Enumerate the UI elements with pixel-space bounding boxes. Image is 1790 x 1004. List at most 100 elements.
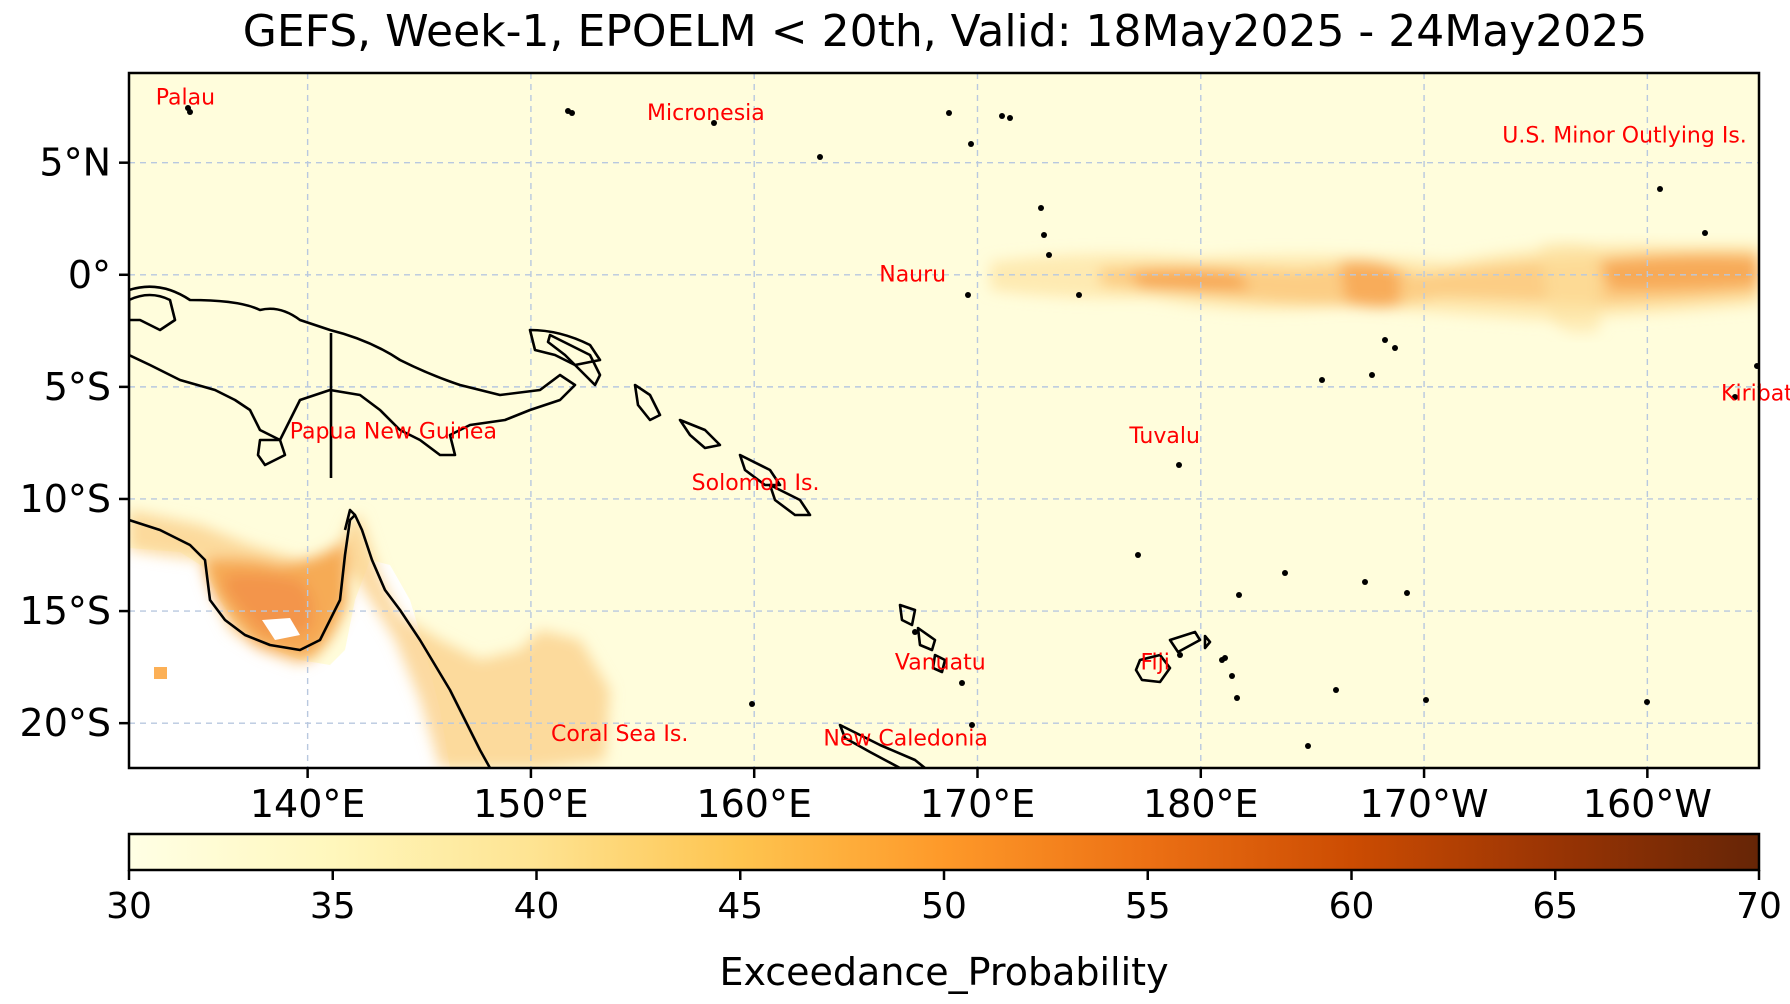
island-dot-12 xyxy=(1046,252,1052,258)
island-dot-15 xyxy=(1382,337,1388,343)
island-dot-33 xyxy=(1702,230,1708,236)
gridlines xyxy=(129,73,1759,768)
island-dot-38 xyxy=(749,701,755,707)
map-frame xyxy=(127,71,1761,770)
equatorial-band xyxy=(990,242,1759,334)
vanuatu-2 xyxy=(916,626,937,652)
island-dot-18 xyxy=(1369,372,1375,378)
new-britain xyxy=(528,328,602,367)
latitude-ticks: 5°N 0° 5°S 10°S 15°S 20°S xyxy=(20,141,129,745)
island-dot-5 xyxy=(817,154,823,160)
island-dot-17 xyxy=(1319,377,1325,383)
cb-tick-label-8: 70 xyxy=(1736,886,1782,927)
island-dot-36 xyxy=(912,629,918,635)
island-dot-8 xyxy=(1007,115,1013,121)
island-dot-11 xyxy=(1041,232,1047,238)
fiji-taveuni xyxy=(1203,634,1212,650)
vanuatu-1 xyxy=(898,603,917,627)
island-dot-32 xyxy=(1657,186,1663,192)
map-title: GEFS, Week-1, EPOELM < 20th, Valid: 18Ma… xyxy=(243,6,1647,57)
island-dot-31 xyxy=(1644,699,1650,705)
lat-tick-label-5: 20°S xyxy=(20,701,111,745)
gulf-white-patch xyxy=(262,618,300,640)
longitude-ticks: 140°E 150°E 160°E 170°E 180°E 170°W 160°W xyxy=(250,768,1712,826)
place-label-6: Tuvalu xyxy=(1128,424,1200,449)
island-dot-35 xyxy=(1732,394,1738,400)
lat-tick-label-4: 15°S xyxy=(20,589,111,633)
lon-tick-label-6: 160°W xyxy=(1583,782,1712,826)
island-dot-30 xyxy=(1423,697,1429,703)
place-label-11: New Caledonia xyxy=(823,727,987,752)
new-ireland xyxy=(546,333,602,387)
lon-tick-label-4: 180°E xyxy=(1143,782,1259,826)
cb-tick-label-5: 55 xyxy=(1125,886,1171,927)
island-dot-20 xyxy=(1135,552,1141,558)
island-dot-6 xyxy=(946,110,952,116)
island-dot-27 xyxy=(1229,673,1235,679)
cape-york-west xyxy=(343,508,356,531)
place-label-8: Vanuatu xyxy=(895,650,986,675)
place-labels: Palau Micronesia U.S. Minor Outlying Is. Na… xyxy=(156,85,1790,751)
island-dot-21 xyxy=(1282,570,1288,576)
place-label-2: U.S. Minor Outlying Is. xyxy=(1502,124,1747,149)
island-dot-16 xyxy=(1392,345,1398,351)
island-dot-10 xyxy=(1038,205,1044,211)
lon-tick-label-0: 140°E xyxy=(250,782,366,826)
island-dot-22 xyxy=(1236,592,1242,598)
lat-tick-label-0: 5°N xyxy=(39,141,111,185)
lon-tick-label-1: 150°E xyxy=(473,782,589,826)
lat-tick-label-1: 0° xyxy=(68,253,111,297)
island-dot-28 xyxy=(1234,695,1240,701)
island-dot-23 xyxy=(1362,579,1368,585)
new-guinea-coast xyxy=(129,285,577,457)
vanuatu-3 xyxy=(931,653,947,674)
solomon-chain-1 xyxy=(678,418,722,450)
island-dot-24 xyxy=(1404,590,1410,596)
cb-tick-label-3: 45 xyxy=(717,886,763,927)
cb-tick-label-4: 50 xyxy=(921,886,967,927)
lon-tick-label-5: 170°W xyxy=(1360,782,1489,826)
place-label-7: Solomon Is. xyxy=(692,471,820,496)
fiji-vanua-levu xyxy=(1168,630,1202,654)
place-label-3: Nauru xyxy=(879,263,946,288)
lat-tick-label-3: 10°S xyxy=(20,477,111,521)
island-dot-39 xyxy=(969,722,975,728)
colorbar: 30 35 40 45 50 55 60 65 70 Exceedance_Probabilit… xyxy=(106,832,1782,994)
island-dot-19 xyxy=(1176,462,1182,468)
island-dot-37 xyxy=(959,680,965,686)
coastlines xyxy=(129,285,1212,768)
map-panel: Palau Micronesia U.S. Minor Outlying Is. Na… xyxy=(127,71,1790,770)
fiji-viti-levu xyxy=(1134,653,1172,684)
cb-tick-label-6: 60 xyxy=(1329,886,1375,927)
cb-tick-label-1: 35 xyxy=(310,886,356,927)
new-caledonia xyxy=(838,723,927,768)
island-dot-14 xyxy=(965,292,971,298)
island-dot-40 xyxy=(1305,743,1311,749)
isolated-cell xyxy=(154,667,167,679)
bird-head xyxy=(129,293,177,332)
island-dot-9 xyxy=(968,141,974,147)
cb-tick-label-0: 30 xyxy=(106,886,152,927)
island-dot-13 xyxy=(1076,292,1082,298)
place-label-10: Coral Sea Is. xyxy=(551,722,688,747)
australia-coast xyxy=(129,513,492,768)
solomon-chain-3 xyxy=(768,483,812,517)
island-dot-4 xyxy=(711,120,717,126)
island-dot-41 xyxy=(1222,655,1228,661)
probability-field xyxy=(129,242,1759,768)
lat-tick-label-2: 5°S xyxy=(44,365,111,409)
bougainville xyxy=(633,383,662,422)
colorbar-gradient xyxy=(127,832,1761,872)
colorbar-label: Exceedance_Probability xyxy=(719,950,1168,994)
lon-tick-label-2: 160°E xyxy=(696,782,812,826)
place-label-1: Micronesia xyxy=(647,101,765,126)
lon-tick-label-3: 170°E xyxy=(920,782,1036,826)
island-dot-7 xyxy=(999,113,1005,119)
australia-field xyxy=(129,510,610,768)
place-label-4: Kiribati xyxy=(1721,381,1790,406)
island-dot-1 xyxy=(187,109,193,115)
frederik-island xyxy=(256,438,287,467)
place-label-0: Palau xyxy=(156,85,215,110)
cb-tick-label-7: 65 xyxy=(1532,886,1578,927)
